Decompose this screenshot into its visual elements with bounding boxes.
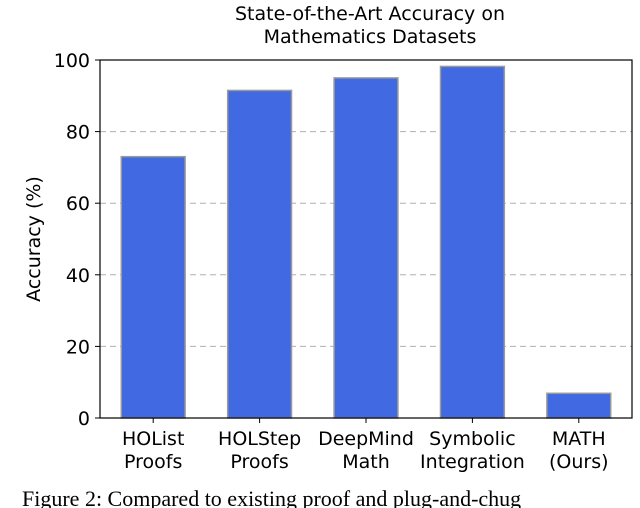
- y-axis-label: Accuracy (%): [23, 176, 45, 302]
- bar: [333, 77, 399, 419]
- y-tick-label: 80: [66, 122, 90, 144]
- x-tick-label: DeepMind Math: [318, 428, 414, 473]
- chart-title: State-of-the-Art Accuracy on Mathematics …: [235, 3, 505, 48]
- y-tick-label: 100: [54, 50, 90, 72]
- bar: [226, 89, 293, 419]
- bar: [546, 392, 612, 419]
- x-tick-label: HOLStep Proofs: [218, 428, 301, 473]
- y-tick-label: 40: [66, 265, 90, 287]
- x-tick-label: Symbolic Integration: [420, 428, 525, 473]
- plot-frame: [99, 59, 633, 419]
- y-tick-label: 20: [66, 336, 90, 358]
- y-tick-label: 60: [66, 193, 90, 215]
- y-tick-label: 0: [78, 408, 90, 430]
- x-tick-label: HOList Proofs: [122, 428, 184, 473]
- bar: [439, 65, 506, 419]
- caption: Figure 2: Compared to existing proof and…: [22, 486, 521, 508]
- x-tick-label: MATH (Ours): [549, 428, 609, 473]
- bar: [120, 155, 186, 419]
